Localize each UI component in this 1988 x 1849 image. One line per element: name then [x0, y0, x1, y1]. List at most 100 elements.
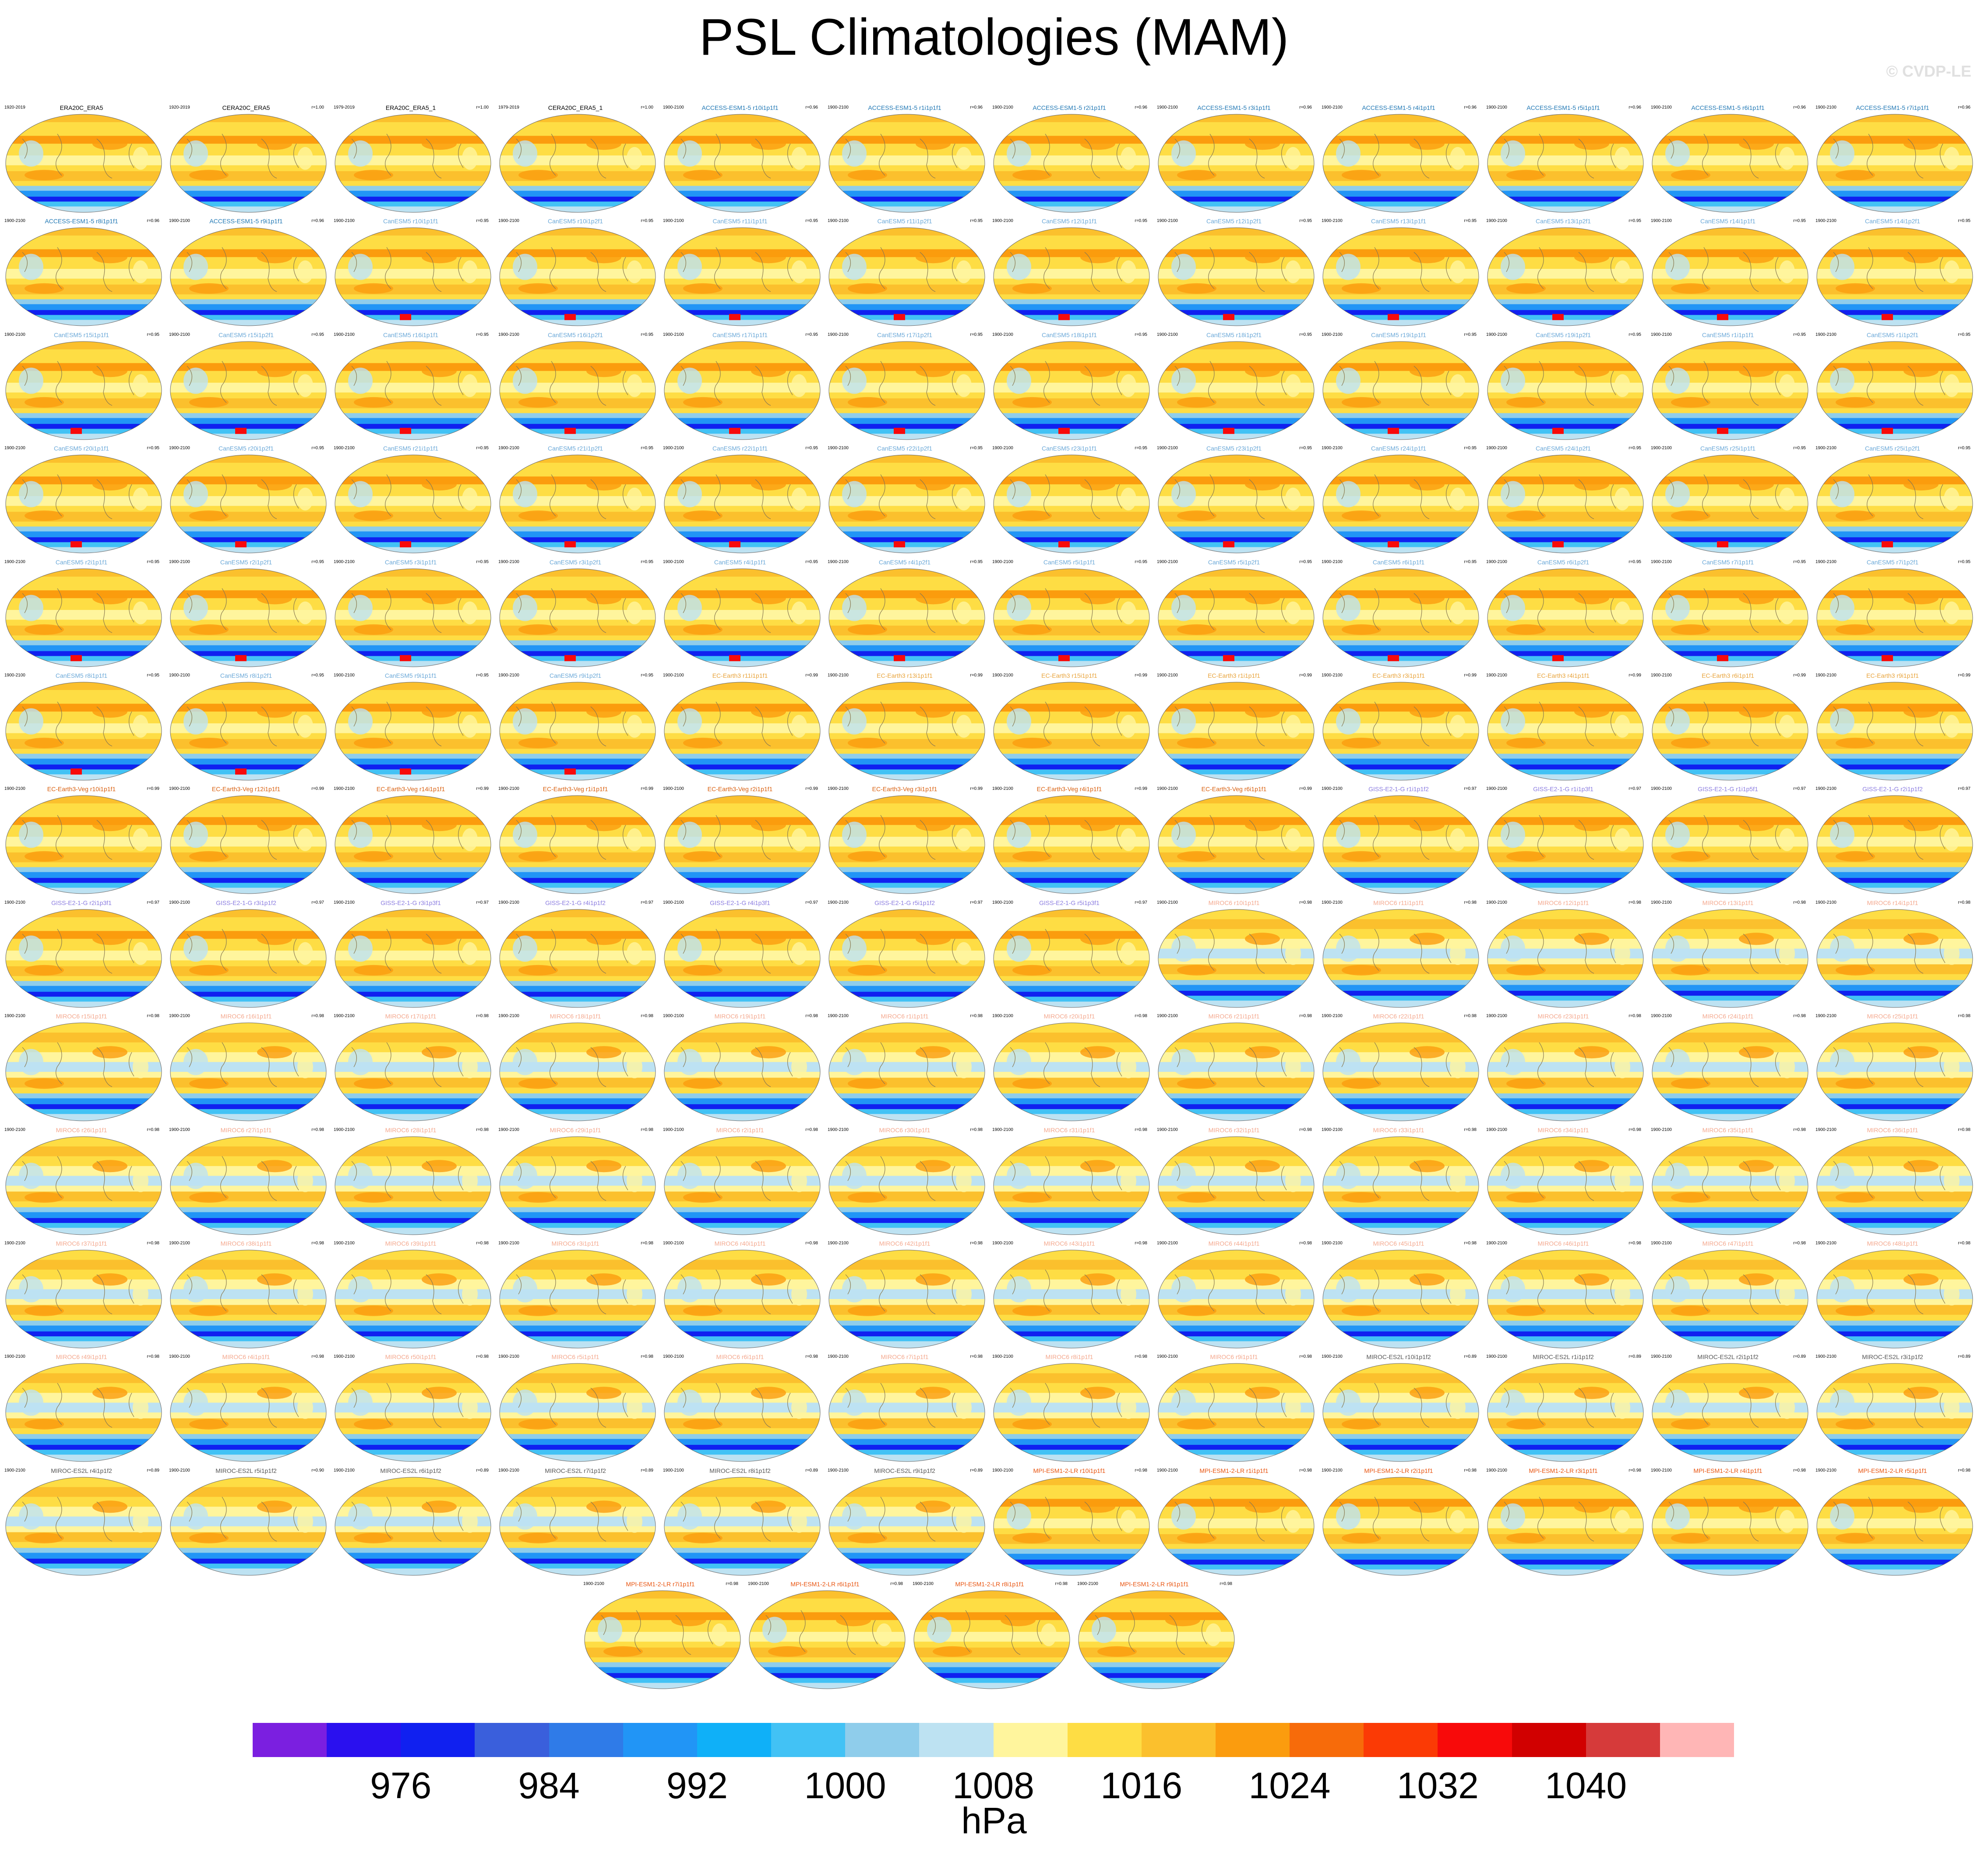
panel-title: ERA20C_ERA5_1 [385, 104, 436, 111]
panel-years: 1900-2100 [1322, 559, 1343, 564]
panel-years: 1900-2100 [663, 559, 684, 564]
panel-title: CanESM5 r6i1p2f1 [1537, 558, 1590, 566]
map-panel: 1900-2100 CanESM5 r13i1p1f1 r=0.95 [1317, 218, 1480, 329]
colorbar-tick-label: 1000 [804, 1765, 886, 1806]
panel-years: 1900-2100 [498, 1241, 519, 1246]
map-panel: 1900-2100 CanESM5 r3i1p1f1 r=0.95 [329, 559, 492, 670]
panel-years: 1900-2100 [1815, 1127, 1836, 1132]
map-panel: 1900-2100 MIROC6 r21i1p1f1 r=0.98 [1153, 1013, 1315, 1124]
panel-pattern-correlation: r=0.98 [1628, 1468, 1641, 1473]
panel-title: MIROC6 r14i1p1f1 [1867, 899, 1918, 906]
colorbar [253, 1723, 1734, 1757]
panel-title: CanESM5 r6i1p1f1 [1372, 558, 1425, 566]
panel-title: GISS-E2-1-G r1i1p5f1 [1698, 785, 1758, 793]
psl-map [335, 1022, 491, 1121]
colorbar-cell [1512, 1723, 1586, 1757]
psl-map [664, 1250, 821, 1349]
panel-pattern-correlation: r=1.00 [311, 105, 324, 110]
panel-years: 1900-2100 [4, 786, 25, 792]
panel-years: 1900-2100 [1157, 105, 1178, 110]
psl-map [5, 1136, 162, 1235]
panel-pattern-correlation: r=0.95 [1628, 332, 1641, 337]
panel-years: 1900-2100 [169, 786, 190, 792]
panel-title: ACCESS-ESM1-5 r3i1p1f1 [1197, 104, 1271, 111]
panel-pattern-correlation: r=0.95 [1299, 218, 1312, 224]
panel-title: MIROC6 r26i1p1f1 [56, 1126, 107, 1134]
psl-map [1652, 1363, 1808, 1462]
map-panel: 1900-2100 CanESM5 r8i1p1f1 r=0.95 [0, 672, 163, 783]
panel-pattern-correlation: r=0.98 [970, 1354, 983, 1359]
colorbar-cell [1364, 1723, 1438, 1757]
panel-pattern-correlation: r=0.98 [1628, 900, 1641, 905]
panel-years: 1900-2100 [1815, 332, 1836, 337]
psl-map [1816, 1477, 1973, 1576]
panel-years: 1900-2100 [992, 673, 1013, 678]
panel-title: ACCESS-ESM1-5 r2i1p1f1 [1033, 104, 1106, 111]
psl-map [1487, 795, 1644, 894]
colorbar-tick-label: 1032 [1396, 1765, 1479, 1806]
panel-pattern-correlation: r=0.98 [1135, 1127, 1147, 1132]
panel-title: MIROC6 r17i1p1f1 [385, 1013, 437, 1020]
panel-pattern-correlation: r=0.90 [311, 1468, 324, 1473]
map-panel: 1900-2100 CanESM5 r19i1p1f1 r=0.95 [1317, 331, 1480, 443]
panel-title: MIROC-ES2L r6i1p1f2 [380, 1467, 441, 1474]
psl-map [499, 114, 656, 213]
panel-title: CanESM5 r14i1p1f1 [1700, 218, 1756, 225]
map-panel: 1900-2100 CanESM5 r5i1p2f1 r=0.95 [1153, 559, 1315, 670]
psl-map [335, 227, 491, 326]
psl-map [1816, 682, 1973, 781]
panel-title: GISS-E2-1-G r2i1p3f1 [51, 899, 112, 906]
map-panel: 1900-2100 MIROC6 r38i1p1f1 r=0.98 [165, 1240, 328, 1351]
panel-pattern-correlation: r=0.97 [1793, 786, 1806, 792]
psl-map [1652, 1022, 1808, 1121]
panel-title: MIROC-ES2L r9i1p1f2 [874, 1467, 935, 1474]
panel-years: 1900-2100 [498, 559, 519, 564]
psl-map [828, 682, 985, 781]
panel-pattern-correlation: r=0.98 [311, 1014, 324, 1019]
panel-title: ACCESS-ESM1-5 r7i1p1f1 [1856, 104, 1929, 111]
panel-title: MIROC6 r44i1p1f1 [1208, 1240, 1260, 1247]
panel-years: 1900-2100 [1322, 218, 1343, 224]
psl-map [5, 1477, 162, 1576]
panel-years: 1900-2100 [1486, 1241, 1507, 1246]
map-panel: 1900-2100 MIROC6 r34i1p1f1 r=0.98 [1482, 1127, 1645, 1238]
panel-years: 1900-2100 [1157, 1127, 1178, 1132]
panel-pattern-correlation: r=0.95 [1793, 559, 1806, 564]
panel-pattern-correlation: r=0.95 [1793, 332, 1806, 337]
map-panel: 1900-2100 CanESM5 r22i1p1f1 r=0.95 [659, 445, 821, 556]
panel-years: 1900-2100 [1486, 900, 1507, 905]
panel-pattern-correlation: r=0.98 [147, 1127, 159, 1132]
panel-title: CanESM5 r7i1p2f1 [1866, 558, 1919, 566]
panel-pattern-correlation: r=0.89 [1628, 1354, 1641, 1359]
panel-pattern-correlation: r=0.98 [641, 1014, 653, 1019]
panel-years: 1900-2100 [1322, 900, 1343, 905]
colorbar-cell [697, 1723, 772, 1757]
map-panel: 1900-2100 EC-Earth3 r13i1p1f1 r=0.99 [823, 672, 986, 783]
map-panel: 1900-2100 EC-Earth3-Veg r14i1p1f1 r=0.99 [329, 785, 492, 897]
panel-years: 1900-2100 [992, 446, 1013, 451]
panel-title: CanESM5 r2i1p2f1 [220, 558, 272, 566]
panel-title: MIROC6 r28i1p1f1 [385, 1126, 437, 1134]
colorbar-cell [1290, 1723, 1364, 1757]
map-panel: 1900-2100 GISS-E2-1-G r5i1p1f2 r=0.97 [823, 899, 986, 1011]
panel-title: MIROC-ES2L r4i1p1f2 [51, 1467, 112, 1474]
psl-map [1158, 568, 1315, 667]
panel-years: 1900-2100 [169, 1014, 190, 1019]
map-panel: 1900-2100 MIROC-ES2L r1i1p1f2 r=0.89 [1482, 1353, 1645, 1465]
panel-title: EC-Earth3-Veg r1i1p1f1 [543, 785, 608, 793]
map-panel: 1900-2100 MIROC-ES2L r4i1p1f2 r=0.89 [0, 1467, 163, 1578]
panel-years: 1900-2100 [663, 1241, 684, 1246]
psl-map [5, 1363, 162, 1462]
psl-map [1158, 227, 1315, 326]
psl-map [1816, 1136, 1973, 1235]
colorbar-tick-label: 1008 [952, 1765, 1034, 1806]
panel-years: 1900-2100 [1157, 673, 1178, 678]
map-panel: 1900-2100 CanESM5 r16i1p1f1 r=0.95 [329, 331, 492, 443]
panel-years: 1900-2100 [663, 1354, 684, 1359]
panel-title: EC-Earth3 r15i1p1f1 [1041, 672, 1097, 679]
map-panel: 1900-2100 CanESM5 r4i1p1f1 r=0.95 [659, 559, 821, 670]
panel-title: GISS-E2-1-G r4i1p3f1 [710, 899, 770, 906]
psl-map [828, 227, 985, 326]
panel-pattern-correlation: r=0.99 [805, 786, 818, 792]
map-panel: 1900-2100 CanESM5 r18i1p1f1 r=0.95 [988, 331, 1151, 443]
